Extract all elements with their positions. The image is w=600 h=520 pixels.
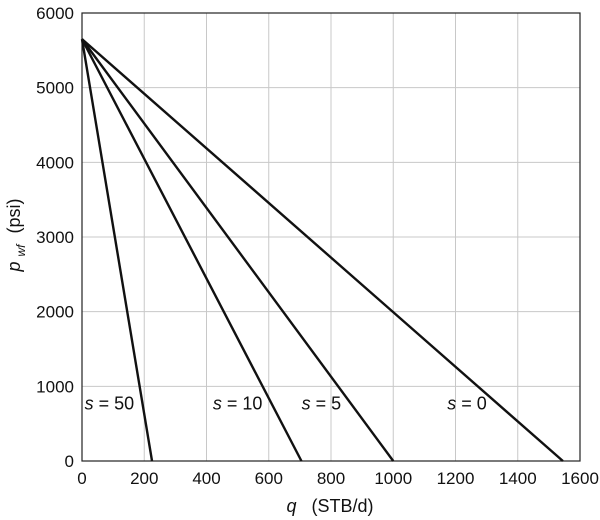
series-label: s = 5 xyxy=(302,393,342,413)
series-label-var: s xyxy=(447,393,456,413)
x-tick-label: 800 xyxy=(317,469,345,488)
x-axis-title: q (STB/d) xyxy=(286,496,373,516)
series-lines xyxy=(80,38,564,462)
x-axis-unit: (STB/d) xyxy=(312,496,374,516)
x-tick-label: 1600 xyxy=(561,469,599,488)
x-tick-label: 1200 xyxy=(437,469,475,488)
series-line xyxy=(81,38,564,462)
series-label-value: = 50 xyxy=(94,393,135,413)
series-line xyxy=(81,38,395,462)
grid xyxy=(81,12,581,462)
series-label-value: = 10 xyxy=(222,393,263,413)
y-tick-label: 1000 xyxy=(36,377,74,396)
series-label: s = 0 xyxy=(447,393,487,413)
series-line xyxy=(80,38,154,462)
y-axis-unit: (psi) xyxy=(4,198,24,233)
x-tick-label: 600 xyxy=(255,469,283,488)
x-tick-labels: 0 200 400 600 800 1000 1200 1400 1600 xyxy=(77,469,599,488)
y-tick-label: 3000 xyxy=(36,228,74,247)
x-tick-label: 0 xyxy=(77,469,86,488)
series-label-var: s xyxy=(302,393,311,413)
y-tick-label: 2000 xyxy=(36,303,74,322)
x-tick-label: 400 xyxy=(192,469,220,488)
series-label-value: = 0 xyxy=(456,393,487,413)
y-tick-labels: 0 1000 2000 3000 4000 5000 6000 xyxy=(36,4,74,471)
y-tick-label: 0 xyxy=(65,452,74,471)
y-tick-label: 4000 xyxy=(36,153,74,172)
series-label: s = 50 xyxy=(85,393,135,413)
series-label: s = 10 xyxy=(213,393,263,413)
series-label-var: s xyxy=(85,393,94,413)
x-tick-label: 1400 xyxy=(499,469,537,488)
y-axis-var: p xyxy=(4,262,24,273)
series-label-value: = 5 xyxy=(311,393,342,413)
series-label-var: s xyxy=(213,393,222,413)
x-tick-label: 200 xyxy=(130,469,158,488)
plot-frame xyxy=(81,12,581,462)
y-tick-label: 6000 xyxy=(36,4,74,23)
x-tick-label: 1000 xyxy=(374,469,412,488)
y-axis-subscript: wf xyxy=(14,243,28,257)
series-line xyxy=(80,38,303,462)
y-axis-title: p wf (psi) xyxy=(4,198,29,272)
y-tick-label: 5000 xyxy=(36,79,74,98)
x-axis-var: q xyxy=(286,496,296,516)
